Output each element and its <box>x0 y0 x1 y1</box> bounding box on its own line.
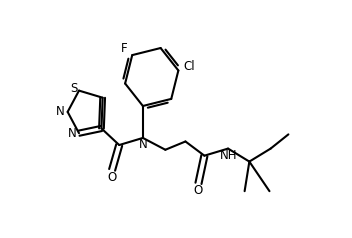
Text: S: S <box>70 82 77 95</box>
Text: NH: NH <box>220 149 238 162</box>
Text: O: O <box>194 184 203 198</box>
Text: N: N <box>56 105 65 118</box>
Text: N: N <box>138 138 147 151</box>
Text: N: N <box>68 127 76 140</box>
Text: F: F <box>121 42 128 55</box>
Text: Cl: Cl <box>183 60 195 73</box>
Text: O: O <box>107 171 117 184</box>
